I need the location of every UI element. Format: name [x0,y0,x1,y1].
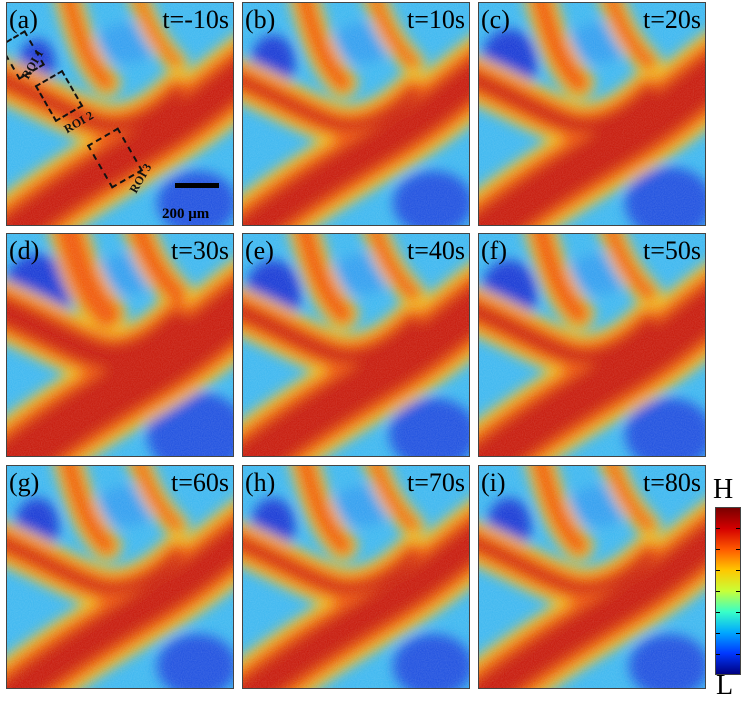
panel-c: (c) t=20s [478,2,706,226]
panel-i: (i) t=80s [478,465,706,689]
colorbar-tick [736,654,740,655]
time-label: t=60s [170,468,229,497]
colorbar-tick [736,528,740,529]
panel-a: (a) t=-10s ROI 1 ROI 2 ROI 3 200 μm [6,2,234,226]
colorbar-tick [716,549,720,550]
perfusion-map-h [243,466,469,688]
colorbar-tick [716,612,720,613]
colorbar-tick [716,528,720,529]
perfusion-map-i [479,466,705,688]
perfusion-map-e [243,234,469,456]
scale-bar [175,183,219,188]
colorbar-tick [736,591,740,592]
perfusion-map-b [243,3,469,225]
colorbar-tick [736,570,740,571]
perfusion-map-d [7,234,233,456]
colorbar-tick [736,549,740,550]
colorbar-low-label: L [716,670,734,701]
panel-e: (e) t=40s [242,233,470,457]
perfusion-map-f [479,234,705,456]
colorbar [715,507,741,675]
time-label: t=80s [642,468,701,497]
time-label: t=70s [406,468,465,497]
colorbar-tick [716,591,720,592]
panel-b: (b) t=10s [242,2,470,226]
panel-label: (a) [9,5,38,34]
colorbar-tick [716,633,720,634]
panel-label: (e) [245,236,274,265]
panel-g: (g) t=60s [6,465,234,689]
time-label: t=30s [170,236,229,265]
perfusion-map-g [7,466,233,688]
time-label: t=20s [642,5,701,34]
panel-label: (g) [9,468,40,497]
perfusion-map-c [479,3,705,225]
time-label: t=-10s [162,5,229,34]
colorbar-tick [716,654,720,655]
perfusion-map-a [7,3,233,225]
time-label: t=50s [642,236,701,265]
panel-label: (d) [9,236,40,265]
time-label: t=40s [406,236,465,265]
panel-label: (b) [245,5,276,34]
panel-f: (f) t=50s [478,233,706,457]
colorbar-tick [736,633,740,634]
colorbar-tick [716,570,720,571]
panel-label: (f) [481,236,507,265]
colorbar-high-label: H [713,474,734,505]
panel-label: (h) [245,468,276,497]
panel-h: (h) t=70s [242,465,470,689]
scale-bar-label: 200 μm [162,206,210,222]
time-label: t=10s [406,5,465,34]
colorbar-tick [736,612,740,613]
panel-label: (c) [481,5,510,34]
panel-d: (d) t=30s [6,233,234,457]
panel-label: (i) [481,468,506,497]
